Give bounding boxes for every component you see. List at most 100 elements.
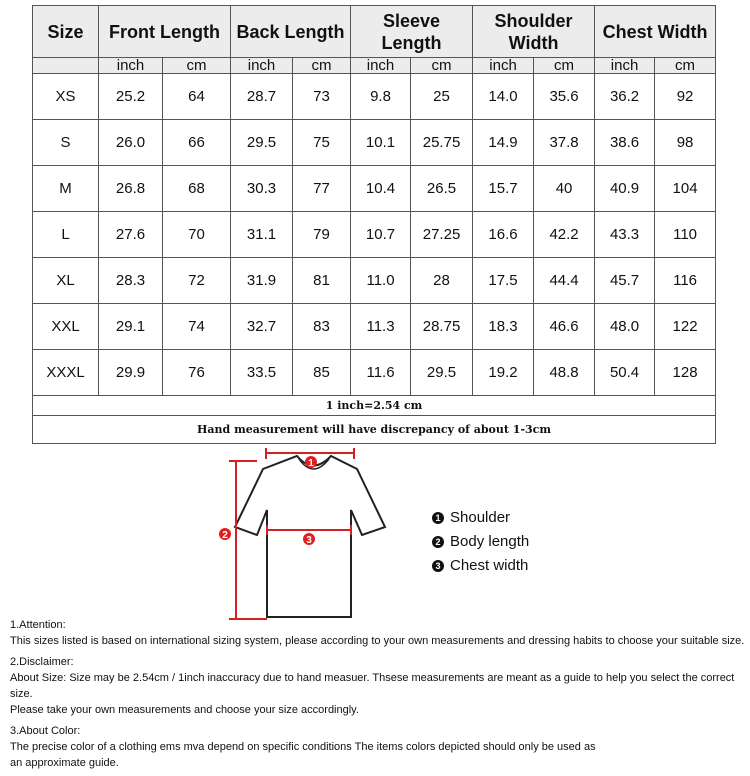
- size-label: XXXL: [32, 349, 99, 396]
- measurement-cell: 33.5: [230, 349, 294, 396]
- conversion-note: 1 inch=2.54 cm: [31, 395, 717, 416]
- unit-cell-empty: [32, 57, 99, 74]
- notes-section: 1.Attention: This sizes listed is based o…: [10, 617, 750, 776]
- measurement-cell: 10.7: [350, 211, 412, 258]
- measurement-cell: 11.6: [350, 349, 412, 396]
- unit-cm: cm: [292, 57, 352, 74]
- measurement-cell: 28.7: [230, 73, 294, 120]
- table-row: S 26.0 66 29.5 75 10.1 25.75 14.9 37.8 38.6 98: [32, 119, 717, 166]
- size-label: XL: [32, 257, 99, 304]
- measurement-cell: 14.9: [472, 119, 535, 166]
- measurement-cell: 11.0: [350, 257, 412, 304]
- legend-label: Chest width: [450, 557, 529, 574]
- measurement-cell: 36.2: [594, 73, 656, 120]
- unit-inch: inch: [350, 57, 412, 74]
- measurement-cell: 29.9: [98, 349, 163, 396]
- table-row: XL 28.3 72 31.9 81 11.0 28 17.5 44.4 45.7 116: [32, 257, 717, 304]
- svg-text:3: 3: [306, 535, 312, 546]
- number-badge-icon: 2: [432, 536, 444, 548]
- measurement-cell: 9.8: [350, 73, 412, 120]
- measurement-cell: 26.5: [410, 165, 474, 212]
- size-label: XS: [32, 73, 99, 120]
- measurement-cell: 31.1: [230, 211, 294, 258]
- measurement-cell: 75: [292, 119, 352, 166]
- measurement-cell: 28.3: [98, 257, 163, 304]
- measurement-cell: 79: [292, 211, 352, 258]
- measurement-cell: 85: [292, 349, 352, 396]
- measurement-cell: 46.6: [533, 303, 596, 350]
- header-front-length: Front Length: [97, 5, 232, 58]
- marker-2: 2: [219, 528, 231, 541]
- measurement-cell: 25: [410, 73, 474, 120]
- measurement-cell: 11.3: [350, 303, 412, 350]
- measurement-cell: 26.8: [98, 165, 163, 212]
- unit-inch: inch: [230, 57, 294, 74]
- measurement-cell: 76: [161, 349, 232, 396]
- measurement-cell: 66: [161, 119, 232, 166]
- measurement-cell: 72: [161, 257, 232, 304]
- measurement-cell: 77: [292, 165, 352, 212]
- conversion-row: 1 inch=2.54 cm: [31, 395, 717, 416]
- header-back-length: Back Length: [230, 5, 352, 58]
- table-row: L 27.6 70 31.1 79 10.7 27.25 16.6 42.2 43.3 110: [32, 211, 717, 258]
- measurement-cell: 74: [161, 303, 232, 350]
- measurement-cell: 48.8: [533, 349, 596, 396]
- measurement-cell: 10.1: [350, 119, 412, 166]
- measurement-cell: 19.2: [472, 349, 535, 396]
- header-row: Size Front Length Back Length Sleeve Length…: [32, 5, 717, 58]
- measurement-cell: 104: [654, 165, 717, 212]
- measurement-cell: 40.9: [594, 165, 656, 212]
- measurement-cell: 16.6: [472, 211, 535, 258]
- measurement-cell: 35.6: [533, 73, 596, 120]
- measurement-cell: 42.2: [533, 211, 596, 258]
- measurement-cell: 14.0: [472, 73, 535, 120]
- measurement-cell: 110: [654, 211, 717, 258]
- table-row: XS 25.2 64 28.7 73 9.8 25 14.0 35.6 36.2 92: [32, 73, 717, 120]
- measurement-cell: 18.3: [472, 303, 535, 350]
- measurement-cell: 37.8: [533, 119, 596, 166]
- marker-3: 3: [303, 533, 315, 546]
- size-chart-table: Size Front Length Back Length Sleeve Length…: [31, 5, 717, 444]
- legend-item-body-length: 2 Body length: [432, 530, 529, 554]
- size-label: L: [32, 211, 99, 258]
- measurement-cell: 70: [161, 211, 232, 258]
- measurement-cell: 31.9: [230, 257, 294, 304]
- unit-cm: cm: [533, 57, 596, 74]
- measurement-cell: 29.1: [98, 303, 163, 350]
- legend-item-chest-width: 3 Chest width: [432, 554, 529, 578]
- legend-label: Body length: [450, 533, 530, 550]
- unit-inch: inch: [594, 57, 656, 74]
- measurement-cell: 81: [292, 257, 352, 304]
- svg-text:1: 1: [308, 458, 314, 469]
- size-label: XXL: [32, 303, 99, 350]
- measurement-cell: 29.5: [230, 119, 294, 166]
- unit-cm: cm: [654, 57, 717, 74]
- number-badge-icon: 3: [432, 560, 444, 572]
- header-sleeve-length: Sleeve Length: [350, 5, 474, 58]
- unit-cm: cm: [410, 57, 474, 74]
- measurement-cell: 73: [292, 73, 352, 120]
- measurement-cell: 32.7: [230, 303, 294, 350]
- header-size: Size: [32, 5, 99, 58]
- measurement-cell: 10.4: [350, 165, 412, 212]
- measurement-cell: 116: [654, 257, 717, 304]
- unit-row: inch cm inch cm inch cm inch cm inch cm: [32, 57, 717, 74]
- unit-cm: cm: [161, 57, 232, 74]
- marker-1: 1: [305, 456, 317, 469]
- measurement-cell: 45.7: [594, 257, 656, 304]
- number-badge-icon: 1: [432, 512, 444, 524]
- measurement-cell: 44.4: [533, 257, 596, 304]
- measurement-cell: 26.0: [98, 119, 163, 166]
- measurement-cell: 30.3: [230, 165, 294, 212]
- legend-item-shoulder: 1 Shoulder: [432, 506, 529, 530]
- measurement-cell: 27.6: [98, 211, 163, 258]
- header-shoulder-width: Shoulder Width: [472, 5, 596, 58]
- measurement-cell: 122: [654, 303, 717, 350]
- measurement-cell: 92: [654, 73, 717, 120]
- note-disclaimer: 2.Disclaimer: About Size: Size may be 2.5…: [10, 656, 735, 716]
- measurement-cell: 48.0: [594, 303, 656, 350]
- measurement-cell: 40: [533, 165, 596, 212]
- measurement-cell: 15.7: [472, 165, 535, 212]
- header-chest-width: Chest Width: [594, 5, 717, 58]
- measurement-cell: 128: [654, 349, 717, 396]
